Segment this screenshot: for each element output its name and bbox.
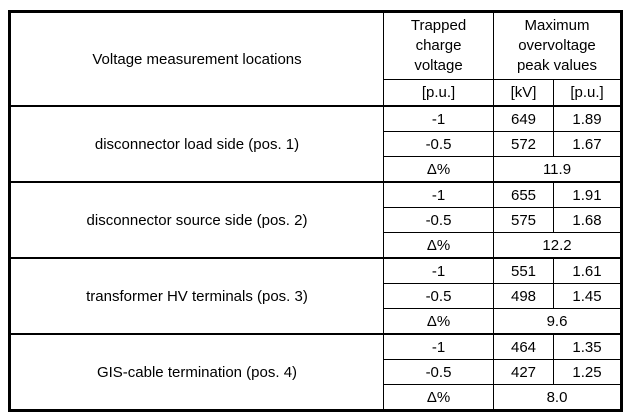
- table-row: Δ% 12.2: [10, 232, 622, 259]
- header-max-overvoltage-cell: Maximum overvoltage peak values: [493, 11, 622, 80]
- table-row: Δ% 11.9: [10, 156, 622, 183]
- header-row: Voltage measurement locations Trapped ch…: [9, 11, 622, 107]
- delta-value-cell: 8.0: [493, 384, 622, 411]
- table-row: disconnector load side (pos. 1) -1 649 1…: [9, 105, 622, 183]
- table-row: transformer HV terminals (pos. 3) -1 551…: [9, 257, 622, 335]
- pu-value-cell: 1.89: [553, 105, 622, 132]
- kv-value-cell: 655: [493, 181, 554, 208]
- kv-value-cell: 649: [493, 105, 554, 132]
- delta-value-cell: 9.6: [493, 308, 622, 335]
- location-cell-pos2: disconnector source side (pos. 2): [9, 181, 384, 259]
- kv-value-cell: 572: [493, 131, 554, 157]
- delta-label-cell: Δ%: [383, 232, 494, 259]
- table-row: Δ% 8.0: [10, 384, 622, 411]
- trapped-charge-cell: -0.5: [383, 283, 494, 309]
- pu-value-cell: 1.61: [553, 257, 622, 284]
- delta-label-cell: Δ%: [383, 308, 494, 335]
- kv-value-cell: 551: [493, 257, 554, 284]
- table-row: -0.5 572 1.67: [10, 131, 622, 157]
- units-row: [p.u.] [kV] [p.u.]: [10, 79, 622, 107]
- location-cell-pos4: GIS-cable termination (pos. 4): [9, 333, 384, 411]
- pu-value-cell: 1.68: [553, 207, 622, 233]
- kv-value-cell: 498: [493, 283, 554, 309]
- delta-value-cell: 12.2: [493, 232, 622, 259]
- overvoltage-results-table: Voltage measurement locations Trapped ch…: [8, 10, 623, 412]
- unit-trapped-cell: [p.u.]: [383, 79, 494, 107]
- delta-label-cell: Δ%: [383, 384, 494, 411]
- header-locations-cell: Voltage measurement locations: [9, 11, 384, 107]
- trapped-charge-cell: -1: [383, 105, 494, 132]
- table-row: GIS-cable termination (pos. 4) -1 464 1.…: [9, 333, 622, 411]
- location-cell-pos1: disconnector load side (pos. 1): [9, 105, 384, 183]
- pu-value-cell: 1.25: [553, 359, 622, 385]
- table-row: disconnector source side (pos. 2) -1 655…: [9, 181, 622, 259]
- pu-value-cell: 1.91: [553, 181, 622, 208]
- delta-value-cell: 11.9: [493, 156, 622, 183]
- table-row: -0.5 498 1.45: [10, 283, 622, 309]
- header-trapped-charge-cell: Trapped charge voltage: [383, 11, 494, 80]
- unit-kv-cell: [kV]: [493, 79, 554, 107]
- pu-value-cell: 1.45: [553, 283, 622, 309]
- pu-value-cell: 1.67: [553, 131, 622, 157]
- unit-pu-cell: [p.u.]: [553, 79, 622, 107]
- kv-value-cell: 464: [493, 333, 554, 360]
- trapped-charge-cell: -0.5: [383, 131, 494, 157]
- table-row: -0.5 427 1.25: [10, 359, 622, 385]
- trapped-charge-cell: -1: [383, 181, 494, 208]
- trapped-charge-cell: -1: [383, 257, 494, 284]
- kv-value-cell: 575: [493, 207, 554, 233]
- trapped-charge-cell: -0.5: [383, 207, 494, 233]
- table-row: -0.5 575 1.68: [10, 207, 622, 233]
- pu-value-cell: 1.35: [553, 333, 622, 360]
- location-cell-pos3: transformer HV terminals (pos. 3): [9, 257, 384, 335]
- kv-value-cell: 427: [493, 359, 554, 385]
- trapped-charge-cell: -0.5: [383, 359, 494, 385]
- trapped-charge-cell: -1: [383, 333, 494, 360]
- delta-label-cell: Δ%: [383, 156, 494, 183]
